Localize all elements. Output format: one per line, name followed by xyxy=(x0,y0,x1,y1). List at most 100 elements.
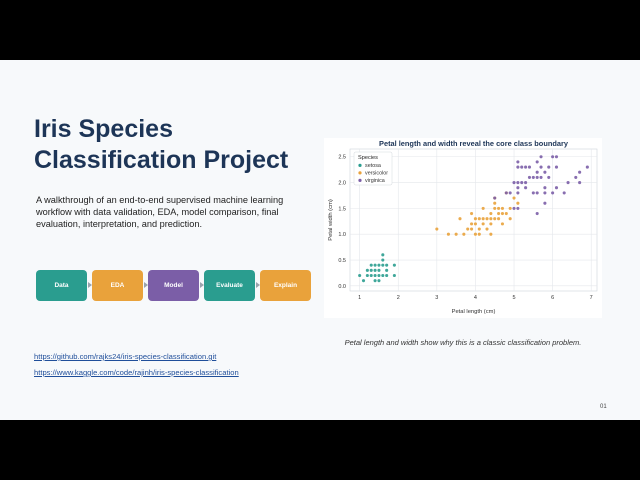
data-point-setosa xyxy=(369,268,373,272)
data-point-versicolor xyxy=(489,217,493,221)
slide-title-line: Classification Project xyxy=(34,146,289,174)
data-point-setosa xyxy=(381,263,385,267)
data-point-virginica xyxy=(543,191,547,195)
data-point-setosa xyxy=(369,263,373,267)
data-point-virginica xyxy=(535,160,539,164)
data-point-virginica xyxy=(524,165,528,169)
data-point-virginica xyxy=(516,186,520,190)
x-tick-label: 4 xyxy=(474,295,477,301)
pipeline-step-explain: Explain xyxy=(260,270,311,301)
legend-label: virginica xyxy=(365,178,385,184)
data-point-setosa xyxy=(373,268,377,272)
data-point-virginica xyxy=(539,175,543,179)
data-point-setosa xyxy=(381,253,385,257)
data-point-setosa xyxy=(385,273,389,278)
data-point-setosa xyxy=(373,263,377,267)
data-point-versicolor xyxy=(435,227,439,231)
data-point-virginica xyxy=(554,165,559,169)
data-point-virginica xyxy=(578,170,582,174)
legend-marker xyxy=(358,178,362,182)
legend-box xyxy=(353,151,393,186)
data-point-virginica xyxy=(520,165,524,169)
data-point-virginica xyxy=(516,206,520,210)
data-point-versicolor xyxy=(481,222,485,226)
data-point-virginica xyxy=(535,170,539,174)
data-point-versicolor xyxy=(473,232,477,236)
x-tick-label: 1 xyxy=(358,295,361,301)
data-point-versicolor xyxy=(466,227,470,231)
data-point-setosa xyxy=(385,263,389,267)
data-point-versicolor xyxy=(500,211,504,216)
data-point-virginica xyxy=(524,181,528,185)
data-point-versicolor xyxy=(493,206,497,210)
data-point-virginica xyxy=(520,181,524,185)
y-tick-label: 0.0 xyxy=(338,284,346,290)
x-tick-label: 5 xyxy=(512,295,515,301)
y-tick-label: 1.5 xyxy=(338,206,346,212)
x-tick-label: 2 xyxy=(397,295,400,301)
pipeline-step-label: Data xyxy=(54,282,69,289)
chart-title: Petal length and width reveal the core c… xyxy=(379,139,569,148)
slide-title-line: Iris Species xyxy=(34,115,173,143)
page-number: 01 xyxy=(600,404,607,410)
data-point-virginica xyxy=(512,181,516,185)
data-point-virginica xyxy=(516,160,520,164)
legend-marker xyxy=(358,171,362,175)
data-point-versicolor xyxy=(470,211,474,216)
data-point-setosa xyxy=(392,263,396,267)
y-tick-label: 1.0 xyxy=(338,232,346,238)
kaggle-link[interactable]: https://www.kaggle.com/code/rajinh/iris-… xyxy=(34,368,239,377)
chart-caption: Petal length and width show why this is … xyxy=(344,338,582,347)
arrow-right-icon xyxy=(144,282,148,288)
data-point-versicolor xyxy=(454,232,458,236)
data-point-virginica xyxy=(562,191,566,195)
data-point-versicolor xyxy=(473,217,477,221)
data-point-virginica xyxy=(543,186,547,190)
data-point-virginica xyxy=(554,155,559,159)
github-link[interactable]: https://github.com/rajks24/iris-species-… xyxy=(34,352,217,361)
data-point-versicolor xyxy=(489,222,493,226)
data-point-virginica xyxy=(504,191,508,195)
data-point-versicolor xyxy=(481,217,485,221)
y-tick-label: 2.5 xyxy=(338,155,346,161)
data-point-versicolor xyxy=(493,201,497,205)
data-point-setosa xyxy=(385,268,389,272)
data-point-versicolor xyxy=(489,211,493,216)
pipeline-step-eda: EDA xyxy=(92,270,143,301)
data-point-versicolor xyxy=(477,232,481,236)
data-point-virginica xyxy=(524,186,528,190)
data-point-versicolor xyxy=(497,217,501,221)
data-point-virginica xyxy=(535,211,539,216)
data-point-versicolor xyxy=(473,222,477,226)
data-point-versicolor xyxy=(485,227,489,231)
data-point-setosa xyxy=(377,279,381,283)
data-point-versicolor xyxy=(477,227,481,231)
data-point-versicolor xyxy=(493,217,497,221)
data-point-virginica xyxy=(527,165,532,169)
legend-marker xyxy=(358,163,362,167)
slide-subtitle: A walkthrough of an end-to-end supervise… xyxy=(36,195,284,229)
x-tick-label: 3 xyxy=(435,295,438,301)
petal-scatter-chart: Petal length and width reveal the core c… xyxy=(324,138,602,318)
x-axis-label: Petal length (cm) xyxy=(452,309,496,315)
legend-label: versicolor xyxy=(365,171,388,177)
data-point-versicolor xyxy=(497,211,501,216)
data-point-virginica xyxy=(551,191,555,195)
data-point-virginica xyxy=(585,165,589,169)
data-point-setosa xyxy=(377,273,381,278)
slide-title: Iris Species Classification Project xyxy=(34,114,324,176)
data-point-virginica xyxy=(516,191,520,195)
pipeline-step-label: EDA xyxy=(110,282,125,289)
data-point-versicolor xyxy=(508,206,512,210)
data-point-setosa xyxy=(373,273,377,278)
data-point-setosa xyxy=(381,273,385,278)
arrow-right-icon xyxy=(256,282,260,288)
data-point-versicolor xyxy=(512,196,516,200)
data-point-versicolor xyxy=(481,206,485,210)
legend-label: setosa xyxy=(365,163,381,169)
pipeline-step-data: Data xyxy=(36,270,87,301)
data-point-setosa xyxy=(365,268,369,272)
y-tick-label: 2.0 xyxy=(338,181,346,187)
data-point-virginica xyxy=(512,206,516,210)
data-point-versicolor xyxy=(446,232,450,236)
